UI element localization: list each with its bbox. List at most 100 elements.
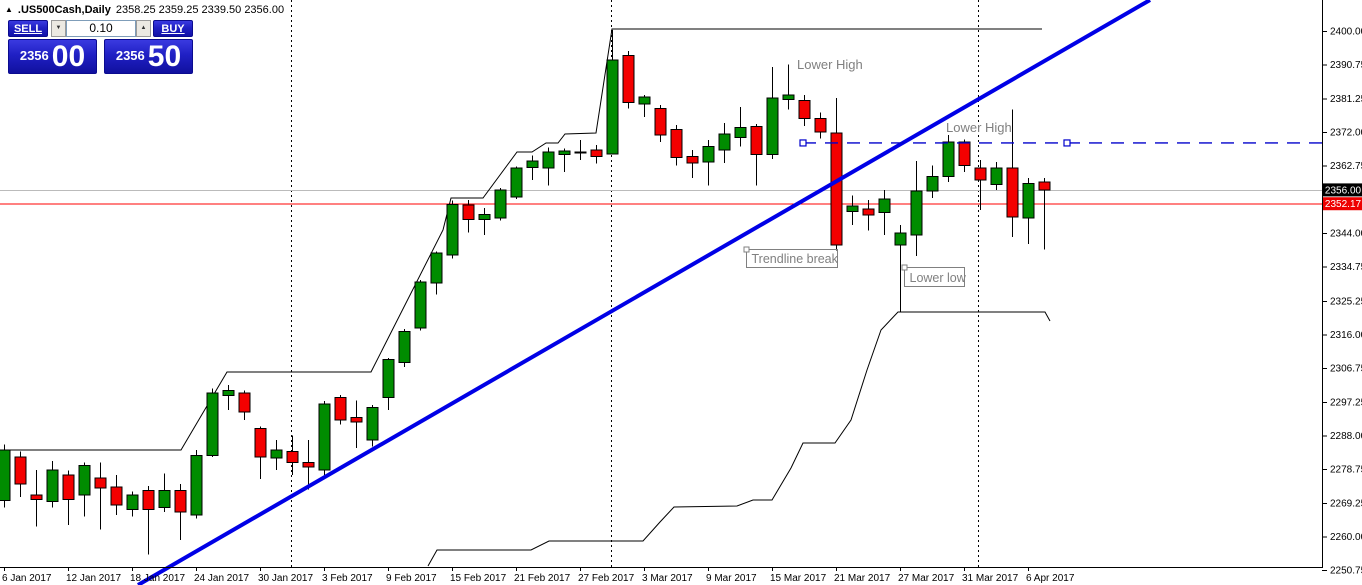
y-axis-label: 2269.25 — [1330, 499, 1362, 510]
sell-price-button[interactable]: 2356 00 — [8, 39, 97, 74]
buy-price-pips: 50 — [147, 40, 182, 73]
x-axis-label: 9 Mar 2017 — [706, 573, 757, 584]
bid-price-badge — [1323, 183, 1362, 197]
candle-body — [366, 406, 379, 441]
annotation-text[interactable]: Lower High — [946, 120, 1012, 135]
candle — [734, 106, 747, 147]
candle — [942, 134, 955, 182]
candle-body — [78, 464, 91, 496]
candle — [158, 473, 171, 513]
level-handle[interactable] — [799, 139, 807, 147]
candle — [462, 199, 475, 233]
candle — [1006, 109, 1019, 237]
candle — [270, 439, 283, 470]
candle — [718, 123, 731, 163]
annotation-handle[interactable] — [743, 246, 750, 253]
y-axis-label: 2334.75 — [1330, 262, 1362, 273]
candle-body — [446, 203, 459, 256]
candle — [46, 460, 59, 508]
x-axis-label: 9 Feb 2017 — [386, 573, 437, 584]
candle — [78, 462, 91, 517]
candle-body — [926, 175, 939, 192]
candle — [334, 394, 347, 425]
candle-body — [990, 167, 1003, 185]
candle — [30, 469, 43, 527]
candle-body — [62, 474, 75, 501]
candle-body — [0, 449, 11, 501]
candle — [574, 140, 587, 161]
candle-body — [302, 462, 315, 468]
candle-body — [14, 456, 27, 485]
candle — [302, 439, 315, 490]
candle-body — [574, 151, 587, 154]
candle — [126, 491, 139, 517]
annotation-box[interactable] — [904, 267, 965, 287]
candle — [494, 188, 507, 221]
candle-body — [894, 232, 907, 246]
x-axis-label: 24 Jan 2017 — [194, 573, 249, 584]
candle-body — [830, 132, 843, 246]
y-axis-label: 2362.75 — [1330, 161, 1362, 172]
lot-size-input[interactable]: 0.10 — [66, 20, 136, 37]
y-axis-label: 2390.75 — [1330, 60, 1362, 71]
x-axis-label: 3 Feb 2017 — [322, 573, 373, 584]
candle — [1022, 178, 1035, 245]
y-axis-label: 2297.25 — [1330, 398, 1362, 409]
candle-body — [846, 205, 859, 213]
alert-price-badge — [1323, 197, 1362, 211]
candle-body — [542, 151, 555, 169]
triangle-up-icon[interactable]: ▲ — [5, 5, 13, 14]
candle — [750, 123, 763, 186]
x-axis-label: 21 Feb 2017 — [514, 573, 571, 584]
y-axis-label: 2344.00 — [1330, 229, 1362, 240]
annotation-text[interactable]: Lower High — [797, 57, 863, 72]
candle-body — [30, 494, 43, 501]
candle-body — [734, 127, 747, 139]
sell-button[interactable]: SELL — [8, 20, 48, 37]
trendline-object[interactable] — [136, 0, 1152, 585]
candle-body — [206, 392, 219, 456]
lot-increase-button[interactable]: ▲ — [136, 20, 151, 37]
candle — [974, 160, 987, 210]
candle-body — [350, 416, 363, 423]
lot-decrease-button[interactable]: ▼ — [51, 20, 66, 37]
x-axis-label: 3 Mar 2017 — [642, 573, 693, 584]
annotation-handle[interactable] — [901, 264, 908, 271]
annotation-box[interactable] — [746, 249, 838, 268]
candle — [286, 435, 299, 476]
triangle-up-icon: ▲ — [140, 25, 147, 31]
x-axis-label: 6 Apr 2017 — [1026, 573, 1075, 584]
level-handle[interactable] — [1063, 139, 1071, 147]
candle — [846, 195, 859, 226]
buy-button[interactable]: BUY — [153, 20, 193, 37]
candle — [878, 189, 891, 236]
annotation-box-text: Lower low — [910, 271, 967, 285]
price-badge-text: 2356.00 — [1325, 185, 1362, 196]
candle — [222, 384, 235, 411]
candle-body — [718, 133, 731, 151]
buy-price-button[interactable]: 2356 50 — [104, 39, 193, 74]
candle-body — [1022, 183, 1035, 219]
candle-body — [174, 490, 187, 513]
candle-body — [686, 155, 699, 164]
candle-body — [878, 198, 891, 213]
candle — [638, 95, 651, 117]
candle — [414, 280, 427, 331]
candle — [318, 401, 331, 476]
candle — [590, 144, 603, 164]
candle — [670, 124, 683, 166]
candle — [558, 148, 571, 172]
candle — [606, 30, 619, 155]
candle-body — [398, 331, 411, 363]
candle — [782, 64, 795, 110]
candle-body — [270, 449, 283, 459]
candle — [766, 67, 779, 160]
candle — [798, 95, 811, 126]
candle — [174, 484, 187, 541]
sell-price-whole: 2356 — [19, 48, 49, 63]
candle-body — [558, 150, 571, 156]
candle-body — [782, 94, 795, 101]
candle-body — [222, 389, 235, 397]
